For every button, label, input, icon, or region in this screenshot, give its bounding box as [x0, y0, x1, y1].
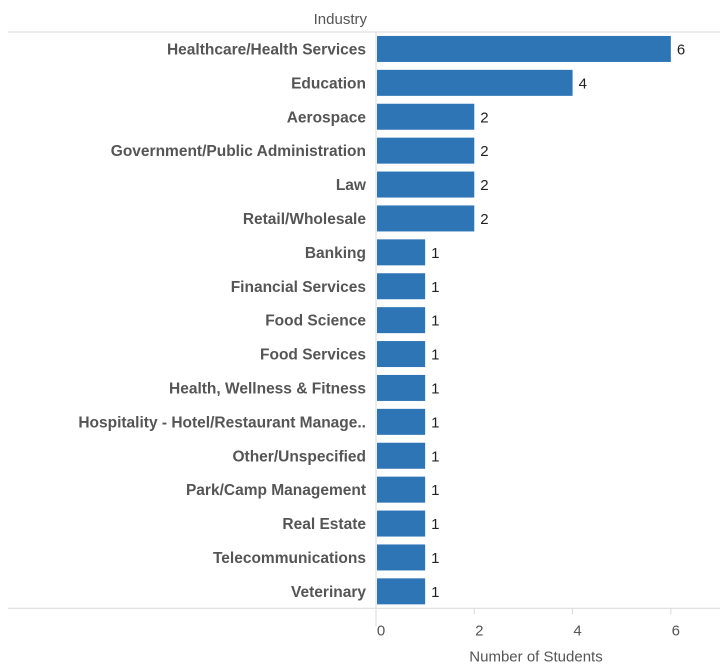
category-label: Hospitality - Hotel/Restaurant Manage..: [78, 414, 366, 431]
x-tick-label: 4: [573, 622, 581, 639]
bar: [377, 273, 426, 300]
category-label: Law: [336, 177, 367, 194]
x-tick-label: 0: [377, 622, 385, 639]
value-label: 1: [431, 448, 439, 465]
row-header-industry: Industry: [314, 11, 368, 28]
value-label: 1: [431, 516, 439, 533]
bar: [377, 408, 426, 435]
value-label: 2: [480, 109, 488, 126]
category-label: Other/Unspecified: [233, 448, 367, 465]
category-label: Telecommunications: [213, 550, 366, 567]
bar: [377, 341, 426, 368]
category-label: Education: [291, 75, 366, 92]
value-label: 2: [480, 143, 488, 160]
value-label: 1: [431, 482, 439, 499]
bar: [377, 137, 475, 164]
bar: [377, 35, 671, 62]
chart-frame: [8, 31, 720, 627]
value-label: 1: [431, 279, 439, 296]
bar: [377, 103, 475, 130]
category-label: Park/Camp Management: [186, 482, 366, 499]
value-label: 1: [431, 550, 439, 567]
bar: [377, 205, 475, 232]
value-label: 2: [480, 211, 488, 228]
category-label: Health, Wellness & Fitness: [169, 380, 366, 397]
bar: [377, 171, 475, 198]
x-axis: 0 2 4 6: [375, 608, 680, 639]
value-label: 1: [431, 347, 439, 364]
category-label: Financial Services: [231, 279, 366, 296]
value-label: 1: [431, 414, 439, 431]
category-label: Banking: [305, 245, 366, 262]
category-label: Food Science: [265, 313, 366, 330]
value-label: 1: [431, 584, 439, 601]
category-label: Food Services: [260, 347, 366, 364]
bar: [377, 476, 426, 503]
category-label: Veterinary: [291, 584, 366, 601]
category-label: Government/Public Administration: [111, 143, 366, 160]
value-label: 2: [480, 177, 488, 194]
bar: [377, 239, 426, 266]
value-label: 4: [579, 75, 587, 92]
x-axis-title: Number of Students: [469, 648, 602, 665]
bar: [377, 578, 426, 605]
bar: [377, 69, 573, 96]
x-tick-label: 6: [672, 622, 680, 639]
category-label: Aerospace: [287, 109, 367, 126]
bar: [377, 442, 426, 469]
x-tick-label: 2: [475, 622, 483, 639]
category-label: Real Estate: [282, 516, 366, 533]
category-label: Healthcare/Health Services: [167, 41, 366, 58]
value-label: 1: [431, 313, 439, 330]
bar: [377, 374, 426, 401]
bar: [377, 544, 426, 571]
value-label: 1: [431, 380, 439, 397]
value-label: 6: [677, 41, 685, 58]
value-label: 1: [431, 245, 439, 262]
bar: [377, 510, 426, 537]
category-label: Retail/Wholesale: [243, 211, 367, 228]
chart-rows: Healthcare/Health Services 6 Education 4 Aer…: [78, 35, 685, 605]
bar: [377, 307, 426, 334]
